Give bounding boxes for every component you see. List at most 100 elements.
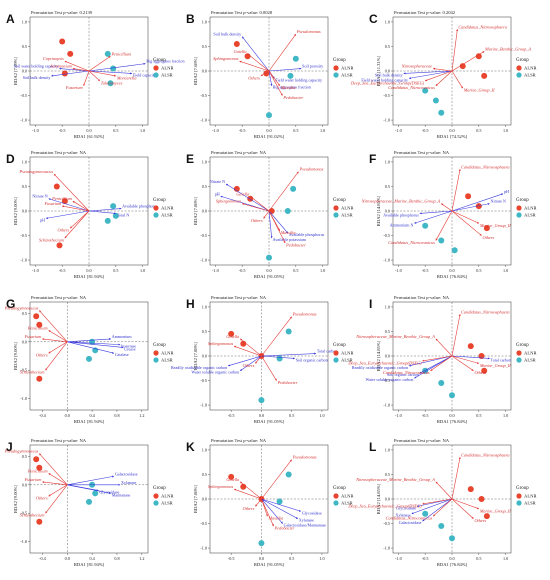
- species-arrow: [268, 210, 286, 244]
- x-axis-label: RDA1 [61.92%]: [74, 134, 105, 139]
- sample-point-alnr: [36, 321, 43, 328]
- env-arrow: [88, 210, 117, 215]
- legend-label: ALSR: [341, 73, 354, 78]
- sample-point-alnr: [56, 242, 63, 249]
- x-tick-label: -1.0: [395, 128, 402, 133]
- species-arrow: [435, 70, 453, 86]
- x-tick-label: 0.4: [89, 413, 95, 418]
- x-tick-label: 1.0: [503, 268, 508, 273]
- species-arrow: [261, 355, 277, 381]
- legend-label: ALSR: [341, 213, 354, 218]
- species-arrow: [39, 310, 68, 342]
- env-arrow: [403, 70, 453, 75]
- legend-title: Group: [333, 486, 346, 491]
- x-tick-label: 0.0: [449, 268, 454, 273]
- env-arrow: [88, 70, 133, 75]
- species-arrow: [261, 459, 292, 500]
- species-label: Pseudomonas: [299, 167, 324, 172]
- species-arrow: [451, 313, 461, 357]
- env-label: Xylanase: [299, 518, 314, 523]
- species-arrow: [48, 330, 68, 343]
- x-tick-label: -1.0: [395, 268, 402, 273]
- species-label: Pseudogymnoascus: [18, 169, 53, 174]
- species-arrow: [422, 355, 453, 362]
- env-label: Field capacity: [133, 72, 157, 77]
- sample-point-alnr: [483, 513, 490, 520]
- env-label: Field water holding capacity: [361, 77, 409, 82]
- species-arrow: [261, 498, 274, 527]
- species-arrow: [451, 168, 461, 212]
- y-axis-label: RDA2 [7.88%]: [193, 484, 198, 513]
- x-axis-label: RDA1 [91.05%]: [254, 274, 285, 279]
- species-label: Coprinopsis: [43, 56, 64, 61]
- env-arrow: [241, 36, 270, 72]
- sample-point-alnr: [465, 193, 472, 200]
- species-label: Sphingomonas: [213, 56, 239, 61]
- env-label: pH: [40, 217, 45, 222]
- x-tick-label: -0.5: [228, 413, 235, 418]
- legend-swatch-alnr: [516, 205, 522, 211]
- permutation-test-label: Permutation Test p-value: NA: [31, 150, 87, 155]
- plot-frame: [29, 444, 149, 554]
- env-arrow: [67, 341, 115, 354]
- sample-point-alnr: [228, 473, 235, 480]
- species-label: Schizothecium: [39, 238, 64, 243]
- env-label: Galactosidase/Mannanase: [284, 523, 327, 528]
- species-label: Pseudogymnoascus: [4, 449, 39, 454]
- legend-title: Group: [153, 343, 166, 348]
- env-label: Available phosphorus: [383, 212, 419, 217]
- legend-title: Group: [153, 198, 166, 203]
- y-tick-label: 0.5: [22, 311, 27, 316]
- species-label: Candidatus_Nitrocosmicus: [383, 370, 430, 375]
- y-tick-label: 0.0: [22, 209, 27, 214]
- legend-swatch-alsr: [333, 357, 339, 363]
- legend-label: ALNR: [524, 66, 537, 71]
- env-label: Nitrate N: [210, 179, 225, 184]
- legend-swatch-alnr: [153, 205, 159, 211]
- env-label: Soil bulk density: [213, 32, 242, 37]
- x-tick-label: 1.2: [139, 413, 144, 418]
- y-tick-label: 0.0: [22, 339, 27, 344]
- x-tick-label: -0.5: [422, 128, 429, 133]
- species-label: Massilia: [280, 230, 296, 235]
- env-label: Galactosidase: [115, 471, 138, 476]
- species-arrow: [64, 210, 90, 239]
- legend-swatch-alnr: [516, 65, 522, 71]
- sample-point-alsr: [438, 109, 445, 116]
- sample-point-alsr: [104, 50, 111, 57]
- env-arrow: [48, 198, 90, 212]
- env-label: Invertase: [121, 344, 136, 349]
- env-arrow: [67, 475, 115, 486]
- x-tick-label: 0.5: [476, 128, 481, 133]
- species-arrow: [48, 473, 68, 486]
- x-tick-label: 0.0: [259, 413, 264, 418]
- species-arrow: [239, 60, 270, 72]
- species-label: Others: [248, 75, 260, 80]
- env-label: Soil organic carbon: [387, 372, 419, 377]
- panel-letter: J: [6, 440, 13, 454]
- y-tick-label: 0.5: [202, 329, 207, 334]
- panel-letter: E: [186, 152, 194, 166]
- species-arrow: [432, 498, 453, 517]
- y-tick-label: -1.0: [200, 258, 207, 263]
- sample-point-alsr: [266, 112, 272, 119]
- legend-swatch-alsr: [516, 72, 522, 78]
- legend-swatch-alnr: [153, 493, 159, 499]
- species-arrow: [53, 173, 90, 212]
- y-tick-label: -0.5: [20, 511, 27, 516]
- x-tick-label: -1.0: [32, 268, 39, 273]
- sample-point-alsr: [107, 80, 114, 87]
- species-arrow: [88, 70, 117, 77]
- y-tick-label: 1.0: [385, 304, 390, 309]
- species-label: Nitrosopheraceae_Marine_Benthic_Group_A: [355, 477, 435, 482]
- sample-point-alsr: [285, 328, 292, 335]
- x-tick-label: 0.0: [86, 128, 91, 133]
- x-tick-label: 0.5: [113, 128, 118, 133]
- env-label: Field water holding capacity: [275, 77, 323, 82]
- panel-letter: L: [369, 440, 376, 454]
- legend-title: Group: [516, 343, 529, 348]
- env-arrow: [419, 210, 453, 215]
- permutation-test-label: Permutation Test p-value: NA: [394, 295, 450, 300]
- species-label: Gaiella: [226, 477, 239, 482]
- legend-label: ALSR: [161, 501, 174, 506]
